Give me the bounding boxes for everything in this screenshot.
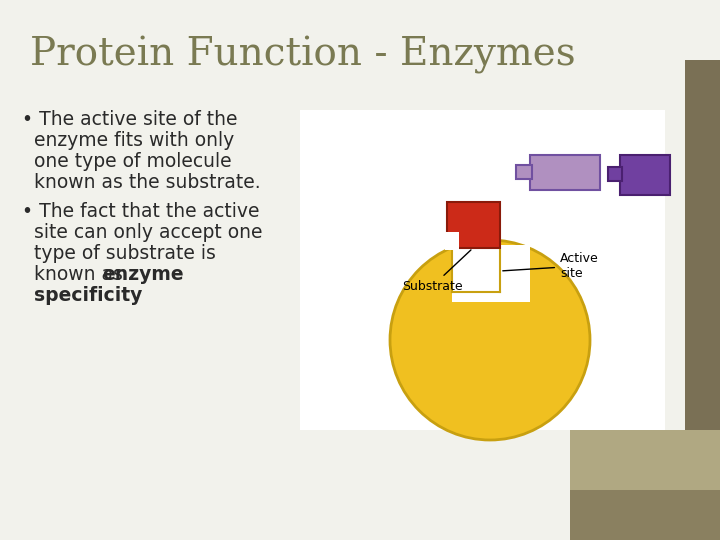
Text: site can only accept one: site can only accept one: [34, 223, 263, 242]
Text: Protein Function - Enzymes: Protein Function - Enzymes: [30, 36, 575, 74]
Text: enzyme: enzyme: [102, 265, 184, 284]
Text: enzyme fits with only: enzyme fits with only: [34, 131, 234, 150]
FancyBboxPatch shape: [447, 202, 500, 248]
Text: Substrate: Substrate: [402, 250, 471, 293]
Text: type of substrate is: type of substrate is: [34, 244, 216, 263]
Bar: [685, 60, 720, 430]
Text: • The active site of the: • The active site of the: [22, 110, 238, 129]
FancyBboxPatch shape: [530, 155, 600, 190]
Bar: [608, 167, 622, 181]
Bar: [516, 165, 532, 179]
Text: specificity: specificity: [34, 286, 143, 305]
Bar: [300, 110, 665, 430]
FancyBboxPatch shape: [620, 155, 670, 195]
Text: known as the substrate.: known as the substrate.: [34, 173, 261, 192]
Text: • The fact that the active: • The fact that the active: [22, 202, 259, 221]
Text: one type of molecule: one type of molecule: [34, 152, 232, 171]
Bar: [445, 232, 459, 250]
Bar: [570, 430, 720, 490]
Text: known as: known as: [34, 265, 129, 284]
Bar: [570, 490, 720, 540]
Circle shape: [390, 240, 590, 440]
Text: Active
site: Active site: [503, 252, 599, 280]
Bar: [452, 245, 530, 302]
